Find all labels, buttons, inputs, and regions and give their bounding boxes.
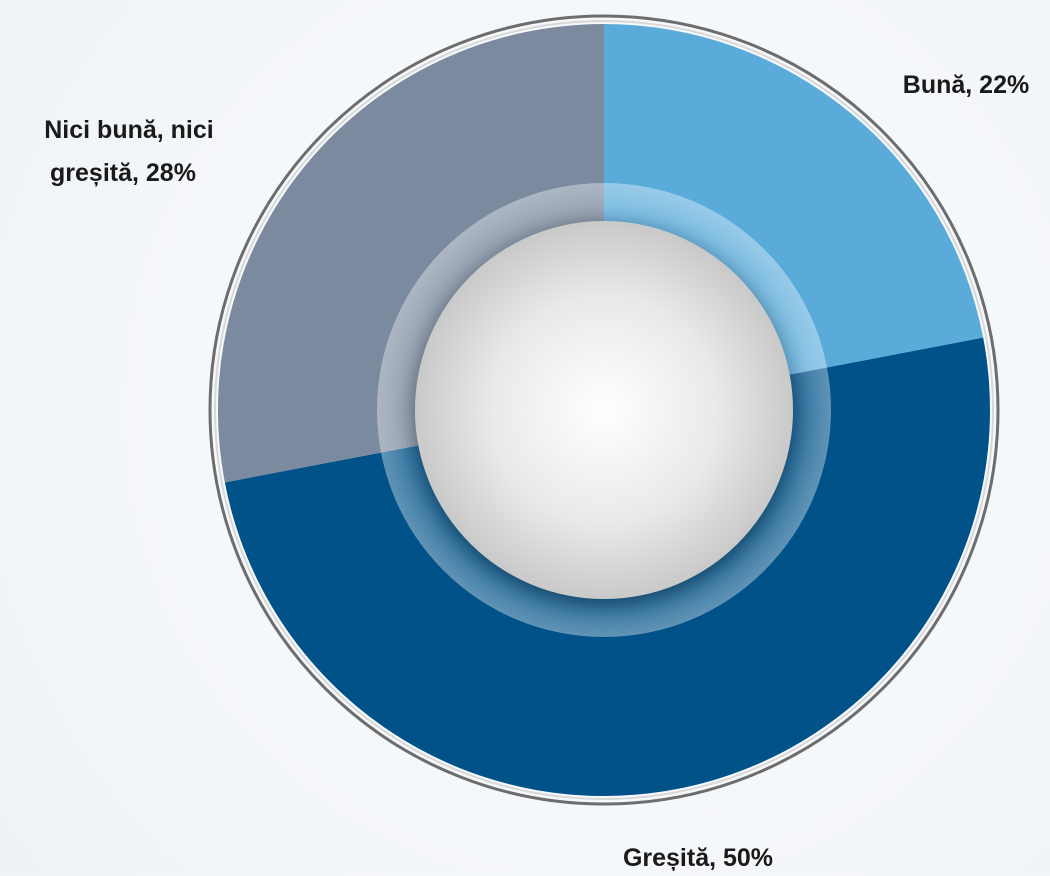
outer-ring xyxy=(208,14,1000,806)
slice-label-gresita: Greșită, 50% xyxy=(623,844,773,871)
slice-label-buna: Bună, 22% xyxy=(903,71,1029,99)
outer-ring-inner xyxy=(214,20,994,800)
slice-label-nici-line2: greșită, 28% xyxy=(50,159,196,187)
labels-group: Bună, 22% Greșită, 50% Nici bună, nici g… xyxy=(44,71,1029,872)
slice-label-nici-line1: Nici bună, nici xyxy=(44,116,213,144)
center-disc xyxy=(415,221,793,599)
